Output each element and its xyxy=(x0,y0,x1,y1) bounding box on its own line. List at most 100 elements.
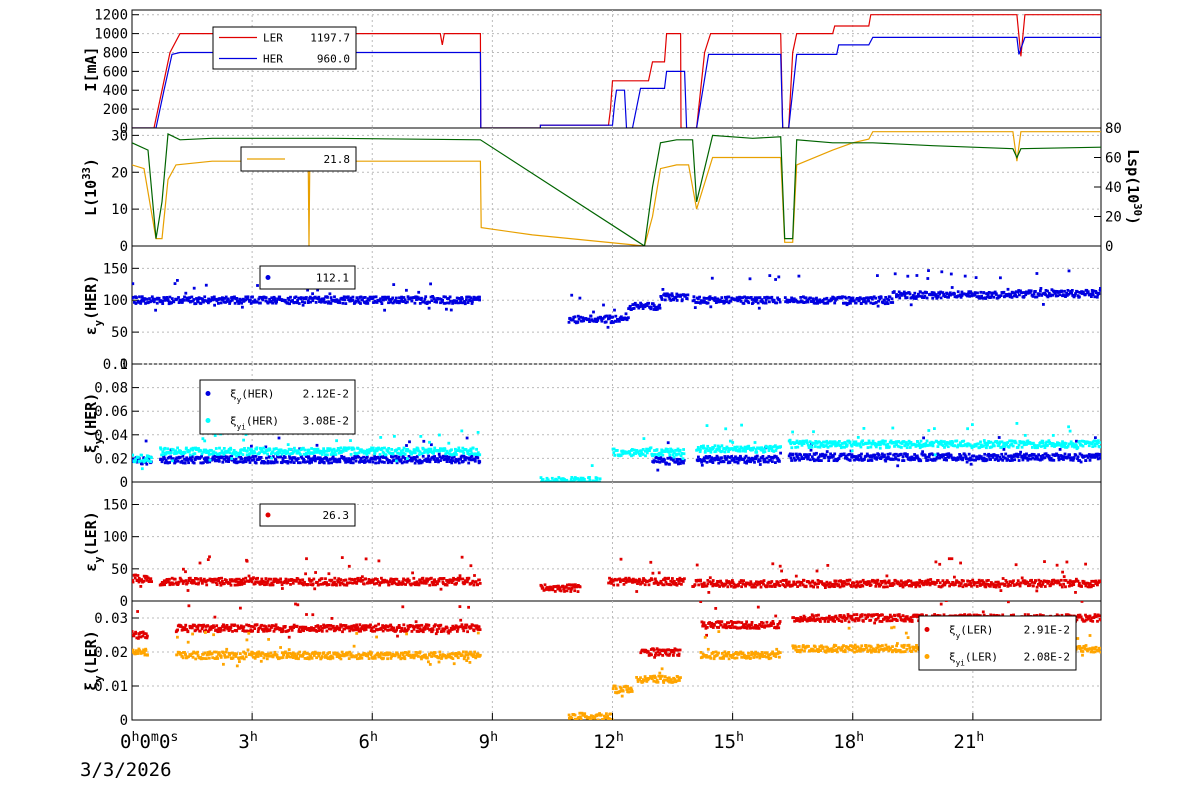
data-point xyxy=(999,276,1002,280)
data-point xyxy=(754,448,758,451)
data-point xyxy=(326,447,330,450)
data-point xyxy=(329,457,333,461)
data-point xyxy=(202,577,206,581)
data-point xyxy=(818,440,821,444)
data-point xyxy=(309,457,313,461)
data-point xyxy=(1076,457,1079,461)
data-point xyxy=(970,292,974,295)
data-point xyxy=(149,460,153,464)
data-point xyxy=(133,460,137,463)
data-point xyxy=(470,581,474,585)
data-point xyxy=(399,299,403,303)
data-point xyxy=(192,580,196,583)
data-point xyxy=(539,476,543,479)
data-point xyxy=(214,629,217,632)
data-point xyxy=(556,480,560,482)
data-point xyxy=(229,299,232,303)
data-point xyxy=(332,452,335,455)
data-point xyxy=(669,579,673,583)
data-point xyxy=(941,440,945,444)
data-point xyxy=(970,584,973,588)
data-point xyxy=(871,297,874,301)
panel-data xyxy=(132,269,1101,329)
data-point xyxy=(876,578,880,582)
data-point xyxy=(980,583,984,586)
data-point xyxy=(459,457,462,461)
data-point xyxy=(856,436,860,439)
data-point xyxy=(406,577,410,581)
data-point xyxy=(283,298,287,302)
data-point xyxy=(933,292,936,296)
data-point xyxy=(438,449,442,453)
y2tick-label: 20 xyxy=(1105,210,1122,226)
data-point xyxy=(461,446,465,450)
data-point xyxy=(438,297,441,301)
data-point xyxy=(854,301,858,305)
data-point xyxy=(168,577,171,581)
data-point xyxy=(442,458,446,462)
data-point xyxy=(864,301,868,305)
data-point xyxy=(212,625,216,629)
data-point xyxy=(795,439,799,443)
data-point xyxy=(1075,444,1078,448)
data-point xyxy=(240,301,243,305)
data-point xyxy=(773,454,777,458)
data-point xyxy=(848,453,851,456)
data-point xyxy=(874,301,878,304)
data-point xyxy=(286,450,290,453)
data-point xyxy=(860,452,863,456)
data-point xyxy=(367,298,371,302)
data-point xyxy=(901,455,905,459)
data-point xyxy=(362,582,366,586)
data-point xyxy=(756,296,759,300)
data-point xyxy=(275,300,278,304)
data-point xyxy=(649,307,653,311)
data-point xyxy=(749,457,752,461)
data-point xyxy=(140,295,144,299)
data-point xyxy=(994,293,998,296)
data-point xyxy=(235,583,239,587)
data-point xyxy=(674,295,678,299)
data-point xyxy=(796,455,799,459)
data-point xyxy=(221,296,224,300)
data-point xyxy=(277,448,281,452)
data-point xyxy=(1056,294,1060,298)
data-point xyxy=(966,457,970,461)
data-point xyxy=(237,453,241,457)
data-point xyxy=(632,448,636,452)
data-point xyxy=(728,461,732,464)
data-point xyxy=(1014,290,1018,294)
data-point xyxy=(1065,294,1069,297)
data-point xyxy=(961,458,964,462)
data-point xyxy=(774,583,778,587)
data-point xyxy=(469,296,473,300)
data-point xyxy=(359,295,363,299)
data-point xyxy=(323,581,327,584)
data-point xyxy=(758,582,762,586)
data-point xyxy=(1031,446,1034,449)
data-point xyxy=(281,587,284,590)
data-point xyxy=(833,440,837,444)
data-point xyxy=(375,301,379,304)
data-point xyxy=(950,557,954,561)
data-point xyxy=(137,580,141,584)
data-point xyxy=(1078,581,1081,585)
data-point xyxy=(408,458,412,462)
data-point xyxy=(540,584,543,588)
data-point xyxy=(902,581,906,585)
data-point xyxy=(870,442,874,446)
data-point xyxy=(987,452,990,456)
data-point xyxy=(761,455,765,458)
data-point xyxy=(468,298,471,302)
data-point xyxy=(726,446,730,450)
data-point xyxy=(841,445,845,449)
data-point xyxy=(808,453,812,456)
series-line-2 xyxy=(132,132,1101,246)
data-point xyxy=(289,460,293,464)
data-point xyxy=(860,302,863,305)
data-point xyxy=(183,295,186,299)
data-point xyxy=(266,452,269,456)
data-point xyxy=(243,447,246,450)
data-point xyxy=(1035,272,1039,275)
data-point xyxy=(1003,583,1007,586)
